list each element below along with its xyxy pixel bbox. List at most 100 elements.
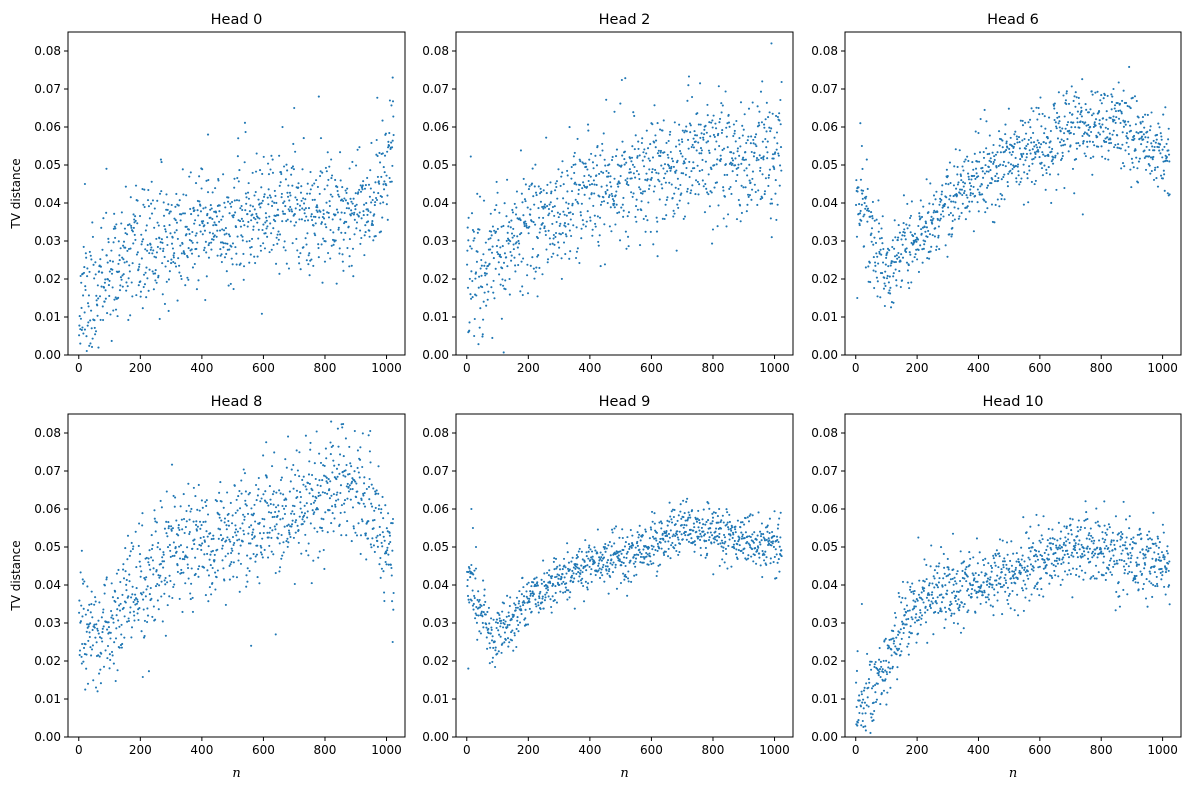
data-point xyxy=(1155,138,1158,141)
data-point xyxy=(319,210,322,213)
data-point xyxy=(328,497,331,500)
data-point xyxy=(539,608,542,611)
data-point xyxy=(387,140,390,143)
data-point xyxy=(257,237,260,240)
data-point xyxy=(686,99,689,102)
data-point xyxy=(626,177,629,180)
data-point xyxy=(1012,164,1015,167)
data-point xyxy=(363,482,366,485)
data-point xyxy=(939,213,943,216)
data-point xyxy=(531,167,534,170)
data-point xyxy=(223,256,227,259)
data-point xyxy=(1001,164,1005,167)
data-point xyxy=(938,219,941,222)
data-point xyxy=(541,601,544,604)
data-point xyxy=(135,566,138,569)
data-point xyxy=(238,489,241,493)
data-point xyxy=(566,567,570,570)
data-point xyxy=(1139,122,1142,125)
data-point xyxy=(374,201,377,204)
data-point xyxy=(382,166,385,169)
data-point xyxy=(991,178,994,181)
data-point xyxy=(569,591,572,594)
data-point xyxy=(582,223,585,226)
data-point xyxy=(154,585,158,588)
data-point xyxy=(690,146,693,149)
data-point xyxy=(672,215,675,218)
data-point xyxy=(589,548,592,551)
data-point xyxy=(264,500,267,503)
data-point xyxy=(556,197,559,200)
data-point xyxy=(1160,174,1163,177)
data-point xyxy=(598,216,602,219)
data-point xyxy=(391,640,394,644)
data-point xyxy=(1059,130,1062,133)
data-point xyxy=(935,190,938,193)
data-point xyxy=(138,553,142,556)
data-point xyxy=(151,615,154,618)
data-point xyxy=(209,204,212,207)
data-point xyxy=(191,547,194,550)
data-point xyxy=(652,562,655,565)
data-point xyxy=(739,145,742,148)
data-point xyxy=(316,206,319,209)
data-point xyxy=(78,324,81,327)
data-point xyxy=(236,530,239,533)
data-point xyxy=(605,98,608,101)
data-point xyxy=(316,530,319,533)
data-point xyxy=(159,247,162,250)
data-point xyxy=(307,542,310,545)
data-point xyxy=(331,444,335,447)
data-point xyxy=(722,189,725,192)
data-point xyxy=(675,549,678,553)
data-point xyxy=(1156,133,1159,136)
data-point xyxy=(526,623,530,626)
data-point xyxy=(876,255,879,258)
data-point xyxy=(116,315,119,318)
data-point xyxy=(670,518,673,521)
data-point xyxy=(592,167,595,170)
data-point xyxy=(663,163,667,166)
data-point xyxy=(145,266,148,269)
data-point xyxy=(481,335,484,338)
data-point xyxy=(1155,177,1158,180)
data-point xyxy=(656,122,659,125)
data-point xyxy=(281,210,284,213)
data-point xyxy=(671,196,674,200)
data-point xyxy=(759,198,762,201)
panel-1: Head 00 200 400 600 800 10000.000.010.020.030… xyxy=(9,12,406,375)
data-point xyxy=(645,555,648,558)
data-point xyxy=(156,583,159,586)
data-point xyxy=(993,155,996,158)
data-point xyxy=(99,258,102,261)
data-point xyxy=(354,208,357,211)
data-point xyxy=(557,577,560,580)
data-point xyxy=(482,579,485,582)
data-point xyxy=(104,649,107,652)
data-point xyxy=(225,528,228,531)
data-point xyxy=(603,547,606,550)
data-point xyxy=(346,187,349,190)
data-point xyxy=(683,131,686,134)
data-point xyxy=(324,511,327,514)
data-point xyxy=(123,261,126,264)
data-point xyxy=(884,284,887,288)
data-point xyxy=(358,188,361,191)
data-point xyxy=(1057,91,1060,94)
data-point xyxy=(472,230,475,233)
data-point xyxy=(646,178,649,181)
data-point xyxy=(183,252,186,256)
data-point xyxy=(127,277,130,280)
data-point xyxy=(1152,178,1156,181)
data-point xyxy=(551,242,554,245)
data-point xyxy=(488,262,491,265)
data-point xyxy=(521,285,524,288)
data-point xyxy=(758,154,761,157)
data-point xyxy=(866,220,869,223)
data-point xyxy=(655,531,659,534)
data-point xyxy=(381,152,384,155)
data-point xyxy=(261,556,264,559)
data-point xyxy=(1068,129,1071,132)
data-point xyxy=(572,155,575,158)
data-point xyxy=(389,180,392,183)
